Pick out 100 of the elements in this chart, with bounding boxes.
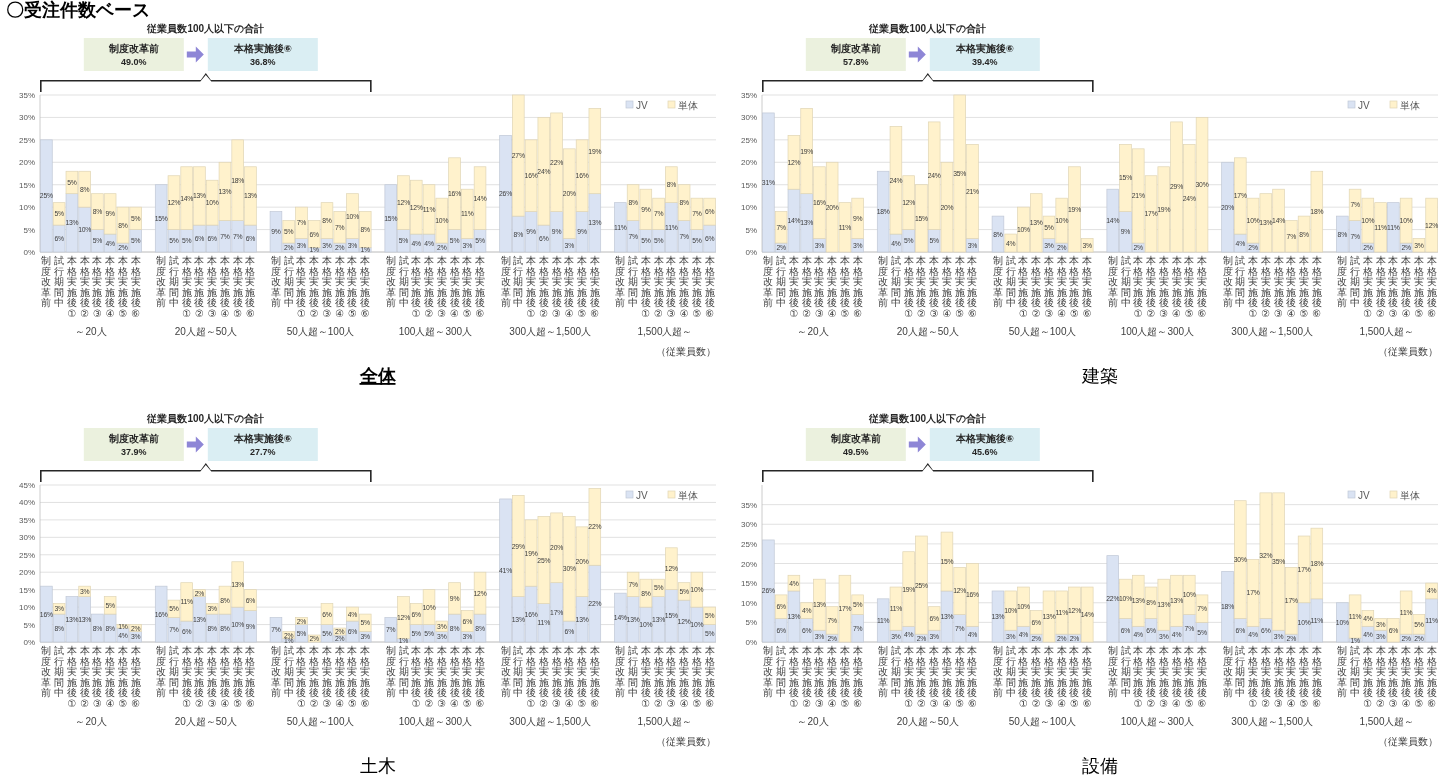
x-tick-label: 制度改革前 — [385, 255, 396, 308]
y-tick-label: 20% — [18, 568, 35, 578]
x-tick-label: 本格実施後⑤ — [1068, 645, 1080, 709]
x-tick-label: 本格実施後⑥ — [474, 255, 486, 319]
x-tick-label: 本格実施後③ — [1272, 255, 1284, 319]
x-tick-label: 本格実施後① — [65, 255, 77, 319]
x-tick-label: 本格実施後② — [800, 255, 812, 319]
text: 従業員数100人以下の合計 — [868, 413, 987, 424]
text: 57.8% — [843, 57, 869, 67]
x-tick-label: 試行期間中 — [776, 255, 787, 308]
text: 300人超～1,500人 — [509, 716, 592, 727]
text: 20人超～50人 — [174, 716, 237, 727]
x-tick-label: 本格実施後① — [1017, 255, 1029, 319]
x-tick-label: 本格実施後⑥ — [1310, 645, 1322, 709]
y-tick-label: 15% — [740, 579, 757, 589]
x-tick-label: 試行期間中 — [1235, 645, 1246, 698]
text: 1,500人超～ — [637, 326, 693, 337]
x-tick-label: 制度改革前 — [1222, 645, 1233, 698]
x-tick-label: 本格実施後⑥ — [703, 255, 715, 319]
x-tick-label: 本格実施後③ — [1272, 645, 1284, 709]
text: 制度改革前 — [829, 433, 881, 444]
x-tick-label: 本格実施後④ — [448, 645, 460, 709]
text: 本格実施後⑥ — [232, 43, 293, 54]
x-tick-label: 本格実施後④ — [104, 645, 116, 709]
x-tick-label: 本格実施後② — [537, 645, 549, 709]
x-tick-label: 試行期間中 — [398, 645, 409, 698]
y-tick-label: 20% — [18, 158, 35, 168]
text: 49.5% — [843, 447, 869, 457]
text: 制度改革前 — [107, 43, 159, 54]
x-tick-label: 本格実施後② — [1030, 255, 1042, 319]
x-tick-label: 本格実施後⑥ — [851, 255, 863, 319]
x-tick-label: 制度改革前 — [615, 645, 626, 698]
x-tick-label: 本格実施後⑤ — [953, 255, 965, 319]
y-tick-label: 40% — [18, 498, 35, 508]
text: 20人超～50人 — [896, 716, 959, 727]
x-tick-label: 試行期間中 — [776, 645, 787, 698]
x-tick-label: 制度改革前 — [1107, 645, 1118, 698]
x-tick-label: 本格実施後④ — [104, 255, 116, 319]
y-tick-label: 5% — [23, 620, 35, 630]
bar — [851, 614, 864, 643]
legend-label: JV — [1358, 490, 1370, 501]
text: 50人超～100人 — [1008, 326, 1077, 337]
text: 20人超～50人 — [896, 326, 959, 337]
bar — [774, 594, 788, 619]
text: 300人超～1,500人 — [1231, 716, 1314, 727]
x-tick-label: 本格実施後③ — [435, 255, 447, 319]
x-tick-label: 本格実施後④ — [218, 645, 230, 709]
y-tick-label: 30% — [740, 113, 757, 123]
x-tick-label: 本格実施後④ — [1285, 255, 1297, 319]
x-tick-label: 本格実施後⑥ — [474, 645, 486, 709]
x-tick-label: 本格実施後② — [78, 645, 90, 709]
text: 100人超～300人 — [398, 716, 473, 727]
x-tick-label: 制度改革前 — [1222, 255, 1233, 308]
legend-label: JV — [1358, 100, 1370, 111]
text: 50人超～100人 — [1008, 716, 1077, 727]
x-tick-label: 本格実施後⑥ — [1425, 255, 1437, 319]
x-tick-label: 本格実施後⑥ — [1081, 645, 1093, 709]
text: 従業員数100人以下の合計 — [146, 23, 265, 34]
x-tick-label: 試行期間中 — [628, 255, 639, 308]
x-tick-label: 本格実施後④ — [1055, 645, 1067, 709]
x-tick-label: 試行期間中 — [628, 645, 639, 698]
x-tick-label: 本格実施後④ — [563, 645, 575, 709]
y-tick-label: 30% — [18, 533, 35, 543]
x-tick-label: 本格実施後① — [525, 255, 537, 319]
x-tick-label: 本格実施後③ — [435, 645, 447, 709]
x-tick-label: 本格実施後⑥ — [244, 645, 256, 709]
y-tick-label: 0% — [745, 248, 757, 257]
x-tick-label: 本格実施後⑥ — [359, 645, 371, 709]
x-tick-label: 本格実施後① — [902, 255, 914, 319]
x-tick-label: 本格実施後④ — [1170, 645, 1182, 709]
x-tick-label: 本格実施後③ — [320, 255, 332, 319]
x-tick-label: 本格実施後⑥ — [244, 255, 256, 319]
x-tick-label: 本格実施後④ — [678, 645, 690, 709]
x-tick-label: 本格実施後④ — [1055, 255, 1067, 319]
x-tick-label: 本格実施後③ — [206, 645, 218, 709]
x-tick-label: 本格実施後④ — [218, 255, 230, 319]
x-tick-label: 本格実施後① — [65, 645, 77, 709]
x-tick-label: 制度改革前 — [992, 255, 1003, 308]
x-tick-label: 本格実施後③ — [1042, 645, 1054, 709]
x-tick-label: 本格実施後④ — [448, 255, 460, 319]
x-tick-label: 試行期間中 — [1235, 255, 1246, 308]
y-tick-label: 15% — [18, 585, 35, 595]
x-tick-label: 制度改革前 — [41, 645, 52, 698]
x-tick-label: 制度改革前 — [992, 645, 1003, 698]
text: （従業員数） — [656, 736, 716, 747]
x-tick-label: 本格実施後④ — [678, 255, 690, 319]
x-tick-label: 本格実施後② — [423, 645, 435, 709]
x-tick-label: 制度改革前 — [41, 255, 52, 308]
y-tick-label: 5% — [23, 225, 35, 235]
x-tick-label: 本格実施後④ — [940, 255, 952, 319]
text: ～20人 — [797, 326, 829, 337]
x-tick-label: 本格実施後② — [652, 645, 664, 709]
x-tick-label: 本格実施後⑤ — [838, 255, 850, 319]
text: 39.4% — [972, 57, 998, 67]
text: 100人超～300人 — [398, 326, 473, 337]
x-tick-label: 制度改革前 — [1337, 645, 1348, 698]
y-tick-label: 25% — [18, 550, 35, 560]
y-tick-label: 10% — [740, 598, 757, 608]
x-tick-label: 本格実施後⑤ — [1183, 645, 1195, 709]
legend-label: 単体 — [678, 490, 698, 501]
